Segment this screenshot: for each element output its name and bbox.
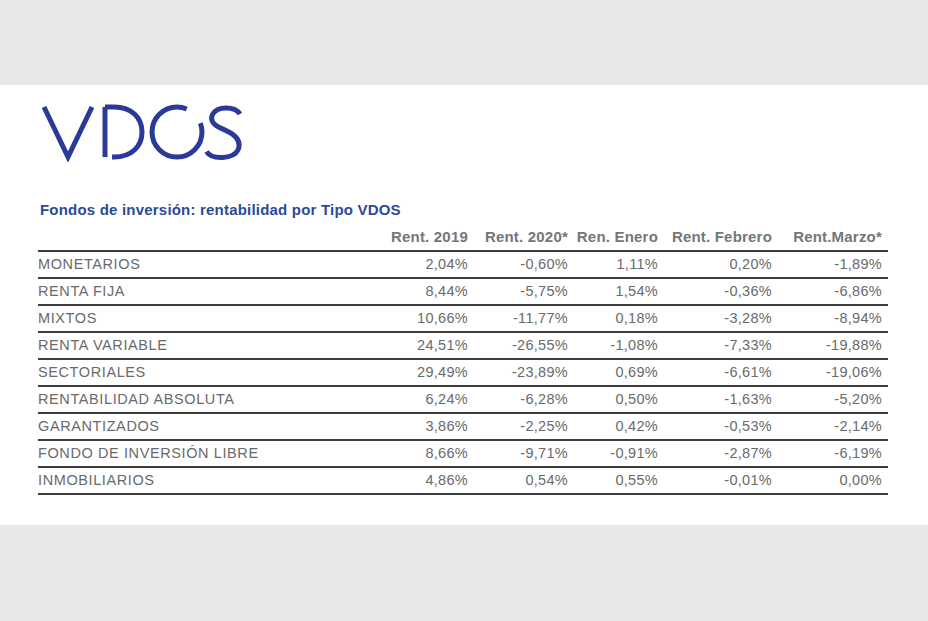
column-header: Rent. 2019 bbox=[370, 226, 468, 251]
value-cell: -11,77% bbox=[468, 305, 568, 332]
value-cell: 0,18% bbox=[568, 305, 658, 332]
value-cell: 24,51% bbox=[370, 332, 468, 359]
value-cell: -1,89% bbox=[772, 251, 888, 278]
row-label: RENTABILIDAD ABSOLUTA bbox=[38, 386, 370, 413]
table-body: MONETARIOS2,04%-0,60%1,11%0,20%-1,89%REN… bbox=[38, 251, 888, 494]
value-cell: -5,75% bbox=[468, 278, 568, 305]
value-cell: -19,88% bbox=[772, 332, 888, 359]
table-row: INMOBILIARIOS4,86%0,54%0,55%-0,01%0,00% bbox=[38, 467, 888, 494]
value-cell: -26,55% bbox=[468, 332, 568, 359]
value-cell: 2,04% bbox=[370, 251, 468, 278]
row-label: GARANTIZADOS bbox=[38, 413, 370, 440]
vdos-logo bbox=[41, 102, 245, 162]
row-label: SECTORIALES bbox=[38, 359, 370, 386]
value-cell: -0,53% bbox=[658, 413, 772, 440]
row-label: RENTA FIJA bbox=[38, 278, 370, 305]
value-cell: 0,42% bbox=[568, 413, 658, 440]
column-header: Ren. Enero bbox=[568, 226, 658, 251]
page-background: { "page": { "background_color": "#e8e8e8… bbox=[0, 0, 928, 621]
table-row: MONETARIOS2,04%-0,60%1,11%0,20%-1,89% bbox=[38, 251, 888, 278]
value-cell: -3,28% bbox=[658, 305, 772, 332]
row-label: MIXTOS bbox=[38, 305, 370, 332]
value-cell: -2,87% bbox=[658, 440, 772, 467]
table-row: FONDO DE INVERSIÓN LIBRE8,66%-9,71%-0,91… bbox=[38, 440, 888, 467]
row-label: FONDO DE INVERSIÓN LIBRE bbox=[38, 440, 370, 467]
value-cell: 6,24% bbox=[370, 386, 468, 413]
value-cell: 0,55% bbox=[568, 467, 658, 494]
value-cell: -5,20% bbox=[772, 386, 888, 413]
value-cell: 8,66% bbox=[370, 440, 468, 467]
value-cell: -6,61% bbox=[658, 359, 772, 386]
logo-letter-v bbox=[44, 107, 92, 157]
value-cell: -0,36% bbox=[658, 278, 772, 305]
value-cell: 1,54% bbox=[568, 278, 658, 305]
value-cell: -1,63% bbox=[658, 386, 772, 413]
value-cell: 0,00% bbox=[772, 467, 888, 494]
value-cell: -2,25% bbox=[468, 413, 568, 440]
column-header: Rent.Marzo* bbox=[772, 226, 888, 251]
returns-table: Rent. 2019Rent. 2020*Ren. EneroRent. Feb… bbox=[38, 226, 888, 495]
value-cell: -1,08% bbox=[568, 332, 658, 359]
logo-letter-o bbox=[152, 107, 202, 157]
value-cell: 0,20% bbox=[658, 251, 772, 278]
table-row: RENTA FIJA8,44%-5,75%1,54%-0,36%-6,86% bbox=[38, 278, 888, 305]
table-row: GARANTIZADOS3,86%-2,25%0,42%-0,53%-2,14% bbox=[38, 413, 888, 440]
value-cell: 0,54% bbox=[468, 467, 568, 494]
table-row: MIXTOS10,66%-11,77%0,18%-3,28%-8,94% bbox=[38, 305, 888, 332]
value-cell: -6,19% bbox=[772, 440, 888, 467]
table-row: RENTA VARIABLE24,51%-26,55%-1,08%-7,33%-… bbox=[38, 332, 888, 359]
row-label: INMOBILIARIOS bbox=[38, 467, 370, 494]
table-row: RENTABILIDAD ABSOLUTA6,24%-6,28%0,50%-1,… bbox=[38, 386, 888, 413]
value-cell: -6,28% bbox=[468, 386, 568, 413]
value-cell: -23,89% bbox=[468, 359, 568, 386]
value-cell: 1,11% bbox=[568, 251, 658, 278]
logo-letter-d-bowl bbox=[105, 107, 142, 157]
value-cell: 8,44% bbox=[370, 278, 468, 305]
value-cell: 0,50% bbox=[568, 386, 658, 413]
row-label-header bbox=[38, 226, 370, 251]
value-cell: -8,94% bbox=[772, 305, 888, 332]
row-label: MONETARIOS bbox=[38, 251, 370, 278]
value-cell: -19,06% bbox=[772, 359, 888, 386]
value-cell: -0,01% bbox=[658, 467, 772, 494]
value-cell: 10,66% bbox=[370, 305, 468, 332]
value-cell: -0,91% bbox=[568, 440, 658, 467]
vdos-logo-graphic bbox=[41, 102, 245, 162]
value-cell: -0,60% bbox=[468, 251, 568, 278]
value-cell: -2,14% bbox=[772, 413, 888, 440]
value-cell: 29,49% bbox=[370, 359, 468, 386]
page-title: Fondos de inversión: rentabilidad por Ti… bbox=[40, 201, 401, 218]
logo-letter-s bbox=[207, 108, 241, 158]
value-cell: 0,69% bbox=[568, 359, 658, 386]
value-cell: -6,86% bbox=[772, 278, 888, 305]
table-row: SECTORIALES29,49%-23,89%0,69%-6,61%-19,0… bbox=[38, 359, 888, 386]
value-cell: 3,86% bbox=[370, 413, 468, 440]
table-header-row: Rent. 2019Rent. 2020*Ren. EneroRent. Feb… bbox=[38, 226, 888, 251]
value-cell: 4,86% bbox=[370, 467, 468, 494]
value-cell: -9,71% bbox=[468, 440, 568, 467]
column-header: Rent. Febrero bbox=[658, 226, 772, 251]
value-cell: -7,33% bbox=[658, 332, 772, 359]
content-card: Fondos de inversión: rentabilidad por Ti… bbox=[0, 85, 928, 525]
column-header: Rent. 2020* bbox=[468, 226, 568, 251]
row-label: RENTA VARIABLE bbox=[38, 332, 370, 359]
